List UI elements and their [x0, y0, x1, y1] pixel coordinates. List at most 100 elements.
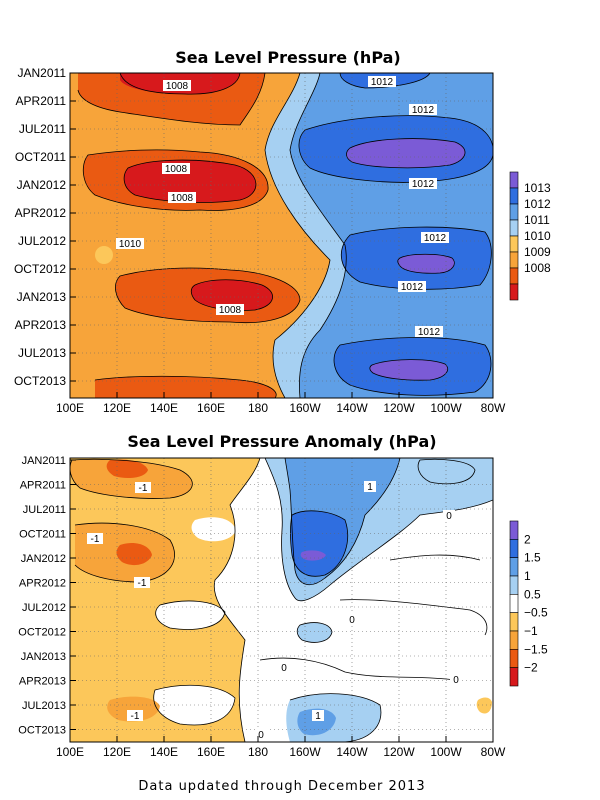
colorbar-swatch	[509, 594, 519, 613]
x-tick-label: 140E	[150, 401, 178, 415]
svg-text:1008: 1008	[165, 164, 188, 175]
footer-note: Data updated through December 2013	[138, 779, 425, 794]
panel1-clabel: 1012	[398, 281, 426, 293]
x-tick-label: 140W	[336, 401, 368, 415]
panel1-y-axis: JAN2011 APR2011 JUL2011 OCT2011 JAN2012 APR20…	[14, 66, 76, 388]
y-tick-label: OCT2011	[19, 529, 66, 541]
svg-text:0: 0	[258, 730, 264, 741]
y-tick-label: APR2011	[16, 94, 67, 108]
svg-text:-1: -1	[139, 483, 148, 494]
panel1-clabel: 1010	[116, 238, 144, 250]
svg-text:1010: 1010	[119, 239, 142, 250]
panel1-clabel: 1012	[409, 178, 437, 190]
panel1-x-axis: 100E 120E 140E 160E 180 160W 140W 120W 100W 80W	[56, 392, 506, 415]
colorbar-label: 2	[524, 532, 531, 546]
colorbar-swatch	[509, 235, 519, 253]
panel1-clabel: 1008	[162, 163, 190, 175]
x-tick-label: 100E	[56, 401, 84, 415]
svg-text:1012: 1012	[371, 77, 394, 88]
y-tick-label: JUL2013	[18, 346, 66, 360]
y-tick-label: OCT2013	[14, 374, 66, 388]
panel2-y-axis: JAN2011 APR2011 JUL2011 OCT2011 JAN2012 APR20…	[18, 455, 76, 737]
svg-text:0: 0	[446, 511, 452, 522]
svg-text:1008: 1008	[171, 193, 194, 204]
colorbar-swatch	[509, 171, 519, 189]
x-tick-label: 180	[248, 745, 268, 759]
colorbar-swatch	[509, 219, 519, 237]
y-tick-label: JUL2011	[19, 122, 66, 136]
colorbar-swatch	[509, 251, 519, 269]
panel2-contour-labels: -1 1 0 -1 -1 0 0 0 -1 1 0	[87, 481, 462, 741]
x-tick-label: 160W	[289, 745, 321, 759]
svg-text:1012: 1012	[412, 105, 435, 116]
panel2-clabel: 1	[312, 710, 324, 722]
panel1-clabel: 1008	[163, 80, 191, 92]
y-tick-label: JAN2012	[17, 178, 67, 192]
y-tick-label: JUL2013	[22, 700, 66, 712]
x-tick-label: 120E	[103, 745, 131, 759]
panel2-clabel: 0	[443, 510, 455, 522]
svg-text:-1: -1	[91, 534, 100, 545]
y-tick-label: JUL2012	[18, 234, 66, 248]
y-tick-label: OCT2013	[18, 725, 66, 737]
panel1-colorbar: 1013 1012 1011 1010 1009 1008	[509, 171, 551, 301]
y-tick-label: APR2012	[19, 578, 66, 590]
svg-text:1: 1	[367, 482, 373, 493]
colorbar-swatch	[509, 203, 519, 221]
colorbar-swatch	[509, 283, 519, 301]
x-tick-label: 160E	[197, 401, 225, 415]
svg-text:1012: 1012	[424, 233, 447, 244]
colorbar-swatch	[509, 667, 519, 687]
panel2-clabel: -1	[127, 710, 143, 722]
y-tick-label: JAN2013	[17, 290, 67, 304]
x-tick-label: 80W	[481, 401, 506, 415]
x-tick-label: 100W	[430, 745, 462, 759]
x-tick-label: 100W	[430, 401, 462, 415]
panel2-clabel: 0	[278, 662, 290, 674]
panel1-clabel: 1008	[216, 304, 244, 316]
colorbar-label: −0.5	[524, 606, 548, 620]
svg-text:1012: 1012	[418, 327, 441, 338]
colorbar-label: 1012	[524, 197, 551, 211]
colorbar-label: 1009	[524, 245, 551, 259]
panel2-clabel: -1	[134, 577, 150, 589]
svg-text:0: 0	[453, 675, 459, 686]
colorbar-swatch	[509, 630, 519, 650]
colorbar-label: 1010	[524, 229, 551, 243]
x-tick-label: 180	[248, 401, 268, 415]
y-tick-label: OCT2012	[18, 627, 66, 639]
colorbar-swatch	[509, 612, 519, 632]
y-tick-label: JAN2011	[22, 455, 66, 467]
colorbar-label: 1011	[524, 213, 550, 227]
colorbar-label: −1.5	[524, 642, 548, 656]
panel1-frame	[69, 72, 494, 399]
panel2-clabel: 1	[364, 481, 376, 493]
panel2-x-axis: 100E 120E 140E 160E 180 160W 140W 120W 100W 80W	[56, 736, 506, 759]
x-tick-label: 120W	[383, 745, 415, 759]
colorbar-label: −2	[524, 661, 538, 675]
y-tick-label: APR2013	[19, 676, 66, 688]
colorbar-swatch	[509, 575, 519, 595]
x-tick-label: 160W	[289, 401, 321, 415]
panel1-contour-labels: 1008 1012 1012 1008 1012 1008 1010 1012 …	[116, 76, 449, 338]
colorbar-label: 1008	[524, 261, 551, 275]
panel2-field	[70, 458, 493, 742]
panel2-clabel: 0	[450, 674, 462, 686]
y-tick-label: OCT2011	[15, 150, 66, 164]
x-tick-label: 140E	[150, 745, 178, 759]
y-tick-label: APR2013	[15, 318, 67, 332]
colorbar-label: −1	[524, 624, 538, 638]
panel2-title: Sea Level Pressure Anomaly (hPa)	[127, 432, 436, 451]
colorbar-swatch	[509, 539, 519, 558]
x-tick-label: 100E	[56, 745, 84, 759]
y-tick-label: JAN2011	[18, 66, 67, 80]
panel1-clabel: 1012	[409, 104, 437, 116]
colorbar-swatch	[509, 187, 519, 205]
panel1-field	[70, 73, 493, 398]
colorbar-swatch	[509, 557, 519, 577]
svg-text:1008: 1008	[219, 305, 242, 316]
x-tick-label: 160E	[197, 745, 225, 759]
panel1-clabel: 1012	[368, 76, 396, 88]
panel1-clabel: 1008	[168, 192, 196, 204]
